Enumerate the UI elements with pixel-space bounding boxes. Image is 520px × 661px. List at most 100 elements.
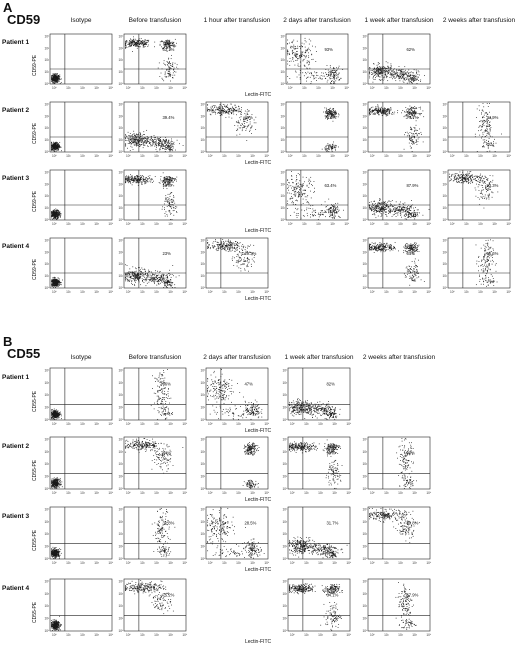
y-tick-label: 10⁴	[201, 368, 207, 372]
plot-frame	[49, 237, 113, 289]
x-tick-label: 10⁴	[108, 290, 114, 294]
x-tick-label: 10²	[398, 154, 403, 158]
x-tick-label: 10⁰	[370, 633, 376, 637]
x-tick-label: 10⁴	[426, 154, 432, 158]
panel-title: CD59	[7, 12, 41, 27]
x-tick-label: 10²	[80, 633, 85, 637]
x-tick-label: 10⁴	[426, 633, 432, 637]
scatter-dots	[125, 264, 180, 288]
y-tick-label: 10³	[363, 46, 368, 50]
percent-label: 74.7%	[406, 115, 418, 120]
y-tick-label: 10¹	[363, 70, 368, 74]
y-tick-label: 10⁴	[283, 579, 289, 583]
y-tick-label: 10²	[281, 126, 286, 130]
y-tick-label: 10⁴	[443, 170, 449, 174]
y-tick-label: 10⁰	[281, 82, 287, 86]
x-tick-label: 10⁴	[108, 491, 114, 495]
y-tick-label: 10³	[363, 592, 368, 596]
x-tick-label: 10⁰	[52, 290, 58, 294]
x-tick-label: 10⁴	[182, 633, 188, 637]
scatter-dots	[207, 103, 257, 142]
percent-label: 63.1%	[162, 47, 174, 52]
percent-label: 67.9%	[406, 593, 418, 598]
x-tick-label: 10⁴	[426, 86, 432, 90]
y-tick-label: 10²	[45, 462, 50, 466]
y-tick-label: 10³	[363, 520, 368, 524]
y-tick-label: 10³	[283, 592, 288, 596]
y-tick-label: 10³	[119, 381, 124, 385]
plot-frame	[123, 578, 187, 632]
scatter-dots	[289, 536, 348, 559]
plot-frame	[49, 506, 113, 560]
x-tick-label: 10⁴	[426, 491, 432, 495]
y-tick-label: 10³	[119, 592, 124, 596]
plot-frame	[447, 237, 511, 289]
x-tick-label: 10¹	[140, 561, 145, 565]
y-tick-label: 10²	[119, 604, 124, 608]
percent-label: 63.4%	[324, 183, 336, 188]
column-header: 1 week after transfusion	[364, 17, 434, 24]
x-tick-label: 10¹	[66, 561, 71, 565]
x-tick-label: 10⁴	[506, 154, 512, 158]
percent-label: 84%	[162, 451, 171, 456]
y-tick-label: 10³	[119, 250, 124, 254]
y-tick-label: 10²	[283, 462, 288, 466]
x-axis-label: Lectin-FITC	[245, 92, 272, 98]
y-tick-label: 10⁴	[363, 579, 369, 583]
y-tick-label: 10⁴	[45, 507, 51, 511]
x-tick-label: 10⁴	[108, 422, 114, 426]
y-tick-label: 10⁰	[45, 487, 51, 491]
column-header: Before transfusion	[128, 354, 182, 361]
percent-label: 78.6%	[324, 115, 336, 120]
x-tick-label: 10³	[332, 633, 337, 637]
y-tick-label: 10⁰	[119, 218, 125, 222]
x-tick-label: 10²	[154, 561, 159, 565]
x-tick-label: 10³	[94, 633, 99, 637]
y-tick-label: 10²	[119, 393, 124, 397]
x-tick-label: 10⁴	[182, 491, 188, 495]
column-header: Isotype	[70, 354, 92, 361]
x-tick-label: 10⁰	[370, 290, 376, 294]
x-tick-label: 10³	[94, 561, 99, 565]
y-tick-label: 10¹	[283, 406, 288, 410]
y-tick-label: 10⁴	[283, 368, 289, 372]
scatter-dots	[51, 546, 62, 559]
x-tick-label: 10²	[398, 561, 403, 565]
y-tick-label: 10⁴	[201, 102, 207, 106]
y-tick-label: 10²	[363, 532, 368, 536]
y-tick-label: 10⁴	[443, 102, 449, 106]
y-tick-label: 10⁰	[283, 557, 289, 561]
x-tick-label: 10⁰	[126, 633, 132, 637]
x-axis-label: Lectin-FITC	[245, 228, 272, 234]
row-label: Patient 4	[2, 585, 30, 592]
y-tick-label: 10¹	[45, 70, 50, 74]
y-tick-label: 10⁴	[119, 34, 125, 38]
y-tick-label: 10⁴	[363, 34, 369, 38]
y-tick-label: 10²	[281, 58, 286, 62]
y-tick-label: 10²	[363, 462, 368, 466]
x-tick-label: 10³	[332, 422, 337, 426]
y-tick-label: 10¹	[281, 70, 286, 74]
x-axis-label: Lectin-FITC	[245, 639, 272, 645]
column-header: Isotype	[70, 17, 92, 24]
y-tick-label: 10³	[201, 381, 206, 385]
column-header: Before transfusion	[128, 17, 182, 24]
x-tick-label: 10³	[94, 154, 99, 158]
y-tick-label: 10⁴	[363, 238, 369, 242]
y-tick-label: 10⁴	[45, 102, 51, 106]
percent-label: 64.1%	[326, 593, 338, 598]
x-tick-label: 10⁰	[208, 561, 214, 565]
x-tick-label: 10³	[412, 290, 417, 294]
panel-title: CD55	[7, 346, 41, 361]
x-tick-label: 10³	[94, 86, 99, 90]
x-tick-label: 10³	[94, 491, 99, 495]
x-tick-label: 10²	[398, 633, 403, 637]
x-tick-label: 10¹	[384, 222, 389, 226]
